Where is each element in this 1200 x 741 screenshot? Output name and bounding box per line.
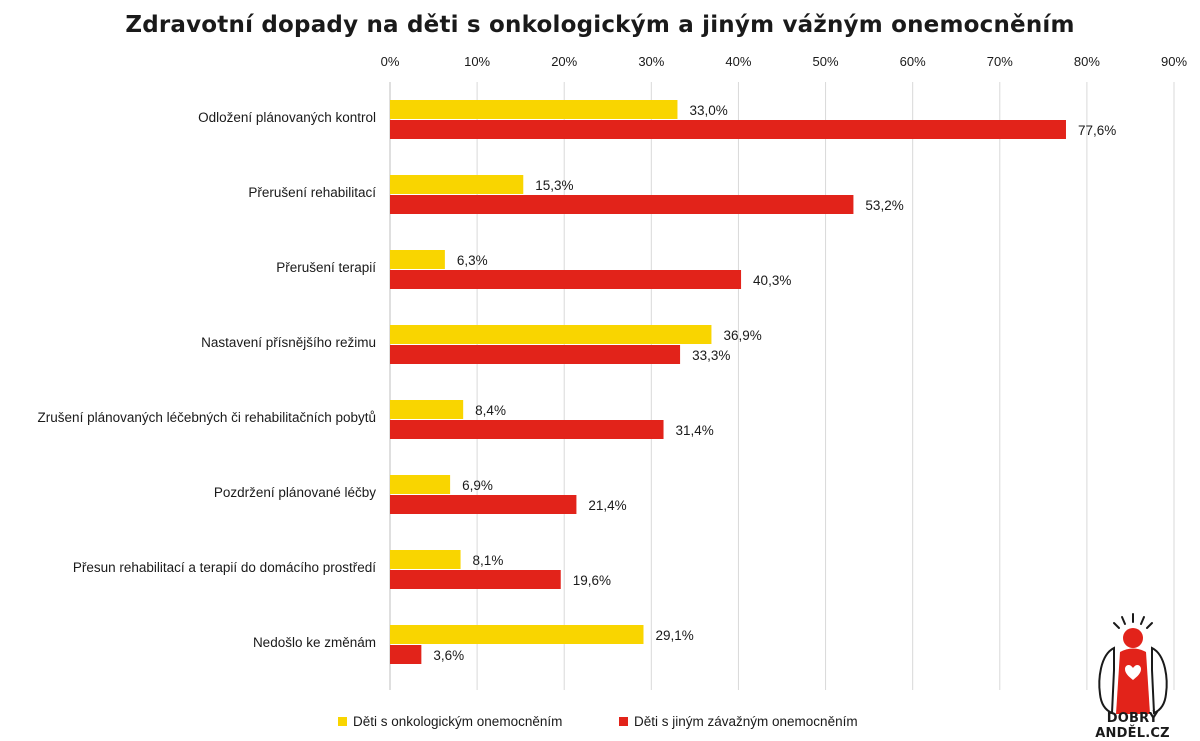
data-label: 19,6% [573,573,611,588]
bar-oncology [390,100,678,119]
bar-oncology [390,175,524,194]
legend-label-other: Děti s jiným závažným onemocněním [634,713,858,729]
category-label: Pozdržení plánované léčby [214,485,376,500]
data-label: 3,6% [433,648,464,663]
data-label: 31,4% [676,423,714,438]
bar-other [390,195,854,214]
bar-other [390,120,1066,139]
data-label: 40,3% [753,273,791,288]
data-label: 8,1% [473,553,504,568]
category-label: Odložení plánovaných kontrol [198,110,376,125]
category-label: Přesun rehabilitací a terapií do domácíh… [73,560,376,575]
bar-other [390,270,742,289]
bar-oncology [390,250,445,269]
bar-other [390,495,577,514]
data-label: 33,3% [692,348,730,363]
category-label: Zrušení plánovaných léčebných či rehabil… [38,410,376,425]
x-tick-label: 20% [551,54,577,69]
x-tick-label: 10% [464,54,490,69]
bar-oncology [390,550,461,569]
category-label: Nastavení přísnějšího režimu [201,335,376,350]
data-label: 15,3% [535,178,573,193]
bar-other [390,420,664,439]
bar-oncology [390,325,712,344]
data-label: 53,2% [865,198,903,213]
x-tick-label: 60% [900,54,926,69]
bar-oncology [390,625,644,644]
bar-other [390,645,422,664]
data-label: 33,0% [689,103,727,118]
bar-oncology [390,475,451,494]
x-tick-label: 70% [987,54,1013,69]
x-tick-label: 40% [725,54,751,69]
x-tick-label: 90% [1161,54,1187,69]
data-label: 6,3% [457,253,488,268]
angel-heart-logo-icon [1098,613,1168,715]
x-tick-label: 0% [381,54,400,69]
category-label: Nedošlo ke změnám [253,635,376,650]
chart-title: Zdravotní dopady na děti s onkologickým … [125,12,1075,38]
bar-other [390,345,681,364]
x-tick-label: 50% [813,54,839,69]
data-label: 36,9% [723,328,761,343]
legend-item-other: Děti s jiným závažným onemocněním [619,712,858,730]
legend-item-oncology: Děti s onkologickým onemocněním [338,712,562,730]
bar-oncology [390,400,464,419]
brand-name: DOBRÝ ANDĚL.CZ [1095,711,1170,741]
x-tick-label: 30% [638,54,664,69]
category-label: Přerušení terapií [276,260,376,275]
legend-swatch-oncology [338,716,347,726]
data-label: 21,4% [588,498,626,513]
x-tick-label: 80% [1074,54,1100,69]
legend-swatch-other [619,716,628,726]
data-label: 77,6% [1078,123,1116,138]
legend-label-oncology: Děti s onkologickým onemocněním [353,713,563,729]
data-label: 8,4% [475,403,506,418]
data-label: 6,9% [462,478,493,493]
bar-other [390,570,561,589]
data-label: 29,1% [655,628,693,643]
category-label: Přerušení rehabilitací [248,185,376,200]
